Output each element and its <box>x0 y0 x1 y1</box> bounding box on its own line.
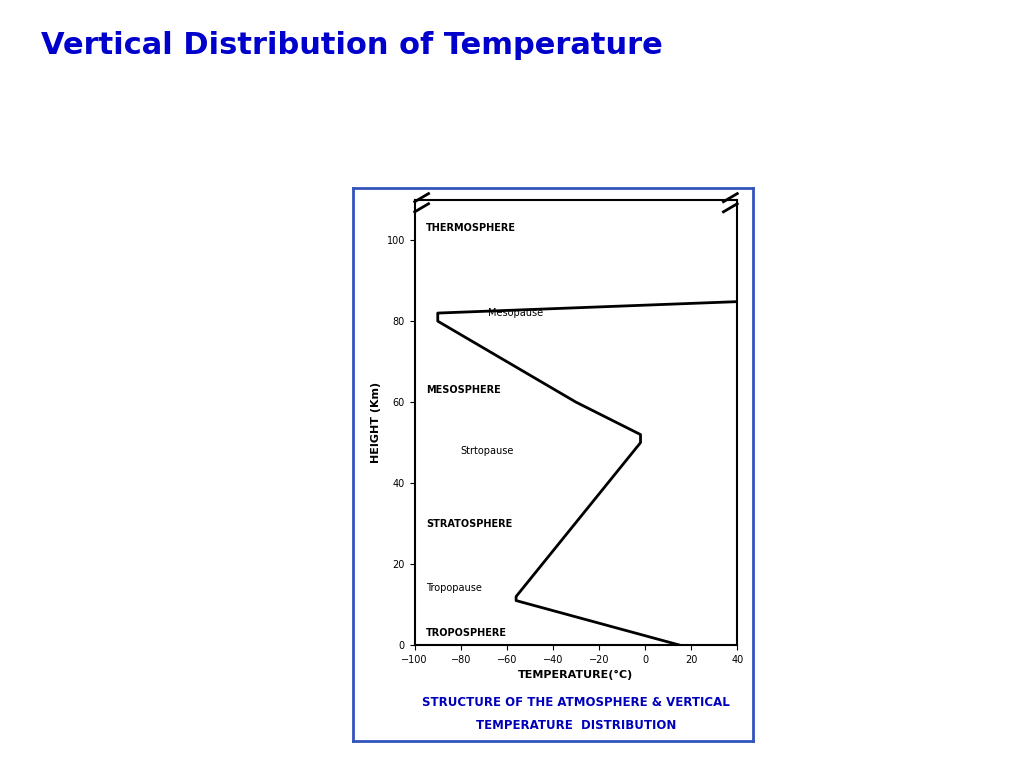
X-axis label: TEMPERATURE(°C): TEMPERATURE(°C) <box>518 670 634 680</box>
Text: Tropopause: Tropopause <box>426 584 482 594</box>
Y-axis label: HEIGHT (Km): HEIGHT (Km) <box>371 382 381 463</box>
Text: Strtopause: Strtopause <box>461 445 514 455</box>
Text: STRATOSPHERE: STRATOSPHERE <box>426 518 512 528</box>
Text: MESOSPHERE: MESOSPHERE <box>426 385 501 395</box>
Text: Vertical Distribution of Temperature: Vertical Distribution of Temperature <box>41 31 663 60</box>
Text: STRUCTURE OF THE ATMOSPHERE & VERTICAL: STRUCTURE OF THE ATMOSPHERE & VERTICAL <box>422 697 730 709</box>
Text: TROPOSPHERE: TROPOSPHERE <box>426 628 507 638</box>
Text: THERMOSPHERE: THERMOSPHERE <box>426 223 516 233</box>
Text: TEMPERATURE  DISTRIBUTION: TEMPERATURE DISTRIBUTION <box>476 720 676 732</box>
Text: Mesopause: Mesopause <box>488 308 544 318</box>
